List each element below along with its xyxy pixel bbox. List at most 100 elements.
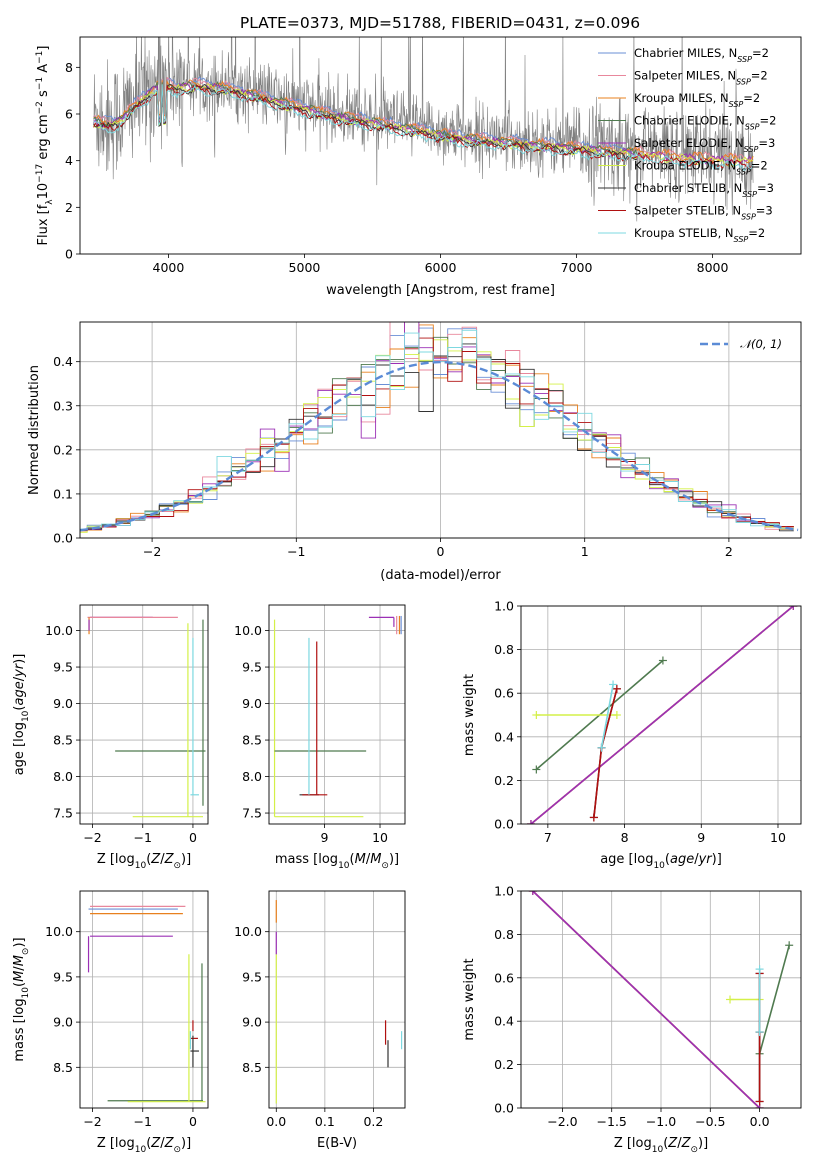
y-axis-label: mass weight xyxy=(462,674,477,756)
x-tick-label: −1 xyxy=(134,1114,152,1129)
axes-frame xyxy=(268,604,406,825)
x-tick-label: 7 xyxy=(544,830,552,845)
chart-spectrum: 4000 5000 6000 7000 8000 0 2 4 6 8 Chabrier MILES,… xyxy=(35,36,802,298)
y-tick-label: 10.0 xyxy=(45,924,73,939)
y-tick-label: 8.5 xyxy=(53,1060,73,1075)
y-tick-label: 8.5 xyxy=(53,733,73,748)
x-axis-label: Z [log10(Z/Z⊙)] xyxy=(97,852,191,871)
y-tick-label: 0.8 xyxy=(494,642,514,657)
y-tick-label: 9.5 xyxy=(242,969,262,984)
x-tick-label: 0.0 xyxy=(750,1114,770,1129)
normal-reference-curve xyxy=(79,360,799,532)
y-tick-label: 0.8 xyxy=(494,927,514,942)
axes-frame xyxy=(79,890,209,1109)
y-tick-label: 0.0 xyxy=(494,1101,514,1116)
y-tick-label: 0.1 xyxy=(53,486,73,501)
y-tick-label: 0.4 xyxy=(53,354,73,369)
y-tick-label: 9.0 xyxy=(53,696,73,711)
y-tick-label: 0.6 xyxy=(494,970,514,985)
weight-line xyxy=(593,688,618,818)
x-tick-label: 10 xyxy=(770,830,786,845)
y-tick-label: 2 xyxy=(65,200,73,215)
histogram-kroupa-stelib xyxy=(80,329,794,530)
x-tick-label: 7000 xyxy=(561,260,593,275)
chart-mass_vs_ebv: 0.0 0.1 0.2 8.5 9.0 9.5 10.0 E(B-V) xyxy=(234,890,406,1151)
x-tick-label: −2 xyxy=(83,830,101,845)
y-axis-label: mass [log10(M/M⊙)] xyxy=(12,937,31,1061)
y-tick-label: 0.2 xyxy=(494,773,514,788)
y-tick-label: 9.5 xyxy=(242,660,262,675)
y-tick-label: 10.0 xyxy=(234,924,262,939)
y-tick-label: 7.5 xyxy=(53,806,73,821)
model-kroupa-elodie xyxy=(93,83,754,167)
axes-frame xyxy=(520,605,802,825)
x-tick-label: 8000 xyxy=(697,260,729,275)
y-tick-label: 0.2 xyxy=(494,1057,514,1072)
x-tick-label: 4000 xyxy=(153,260,185,275)
legend-entry: Kroupa ELODIE, NSSP=2 xyxy=(634,159,768,177)
y-tick-label: 9.5 xyxy=(53,969,73,984)
y-tick-label: 8 xyxy=(65,60,73,75)
legend-entry: Salpeter MILES, NSSP=2 xyxy=(634,69,768,87)
x-tick-label: 0 xyxy=(189,1114,197,1129)
x-tick-label: −1 xyxy=(287,544,305,559)
chart-weight_vs_age: 7 8 9 10 0.0 0.2 0.4 0.6 0.8 1.0 age [log10(age/yr… xyxy=(462,599,802,871)
x-axis-label: wavelength [Angstrom, rest frame] xyxy=(326,283,555,298)
y-tick-label: 8.5 xyxy=(242,1060,262,1075)
legend-entry: Chabrier ELODIE, NSSP=2 xyxy=(634,114,776,132)
y-tick-label: 1.0 xyxy=(494,884,514,899)
legend-entry: Chabrier STELIB, NSSP=3 xyxy=(634,181,774,199)
x-tick-label: −1.0 xyxy=(646,1114,676,1129)
y-axis-label: Flux [fλ10−17 erg cm−2 s−1 A−1] xyxy=(35,46,55,246)
y-tick-label: 0.2 xyxy=(53,442,73,457)
x-axis-label: Z [log10(Z/Z⊙)] xyxy=(97,1136,191,1155)
x-tick-label: −1 xyxy=(134,830,152,845)
y-tick-label: 0.3 xyxy=(53,398,73,413)
x-axis-label: (data-model)/error xyxy=(380,568,501,583)
axes-frame xyxy=(268,890,406,1109)
x-tick-label: 10 xyxy=(372,830,388,845)
y-tick-label: 0 xyxy=(65,247,73,262)
x-tick-label: −2.0 xyxy=(547,1114,577,1129)
y-tick-label: 9.0 xyxy=(53,1015,73,1030)
legend-entry: Kroupa STELIB, NSSP=2 xyxy=(634,226,765,244)
legend-entry: Salpeter ELODIE, NSSP=3 xyxy=(634,136,775,154)
chart-age_vs_z: −2 −1 0 7.5 8.0 8.5 9.0 9.5 10.0 Z [log10(Z/Z⊙)] a… xyxy=(12,604,209,871)
chart-residuals: −2 −1 0 1 2 0.0 0.1 0.2 0.3 0.4 𝒩(0, 1) (data-model… xyxy=(27,321,802,583)
data-spectrum xyxy=(93,37,754,222)
axes-frame xyxy=(79,36,802,255)
chart-mass_vs_z: −2 −1 0 8.5 9.0 9.5 10.0 Z [log10(Z/Z⊙)] mass [l… xyxy=(12,890,209,1155)
legend-entry: Chabrier MILES, NSSP=2 xyxy=(634,46,769,64)
axes-frame xyxy=(520,890,802,1109)
y-tick-label: 7.5 xyxy=(242,806,262,821)
y-tick-label: 0.4 xyxy=(494,1014,514,1029)
y-tick-label: 6 xyxy=(65,107,73,122)
model-salpeter-miles xyxy=(93,76,754,162)
x-tick-label: 0 xyxy=(437,544,445,559)
chart-age_vs_mass: 9 10 7.5 8.0 8.5 9.0 9.5 10.0 mass [log10(M/M⊙)] xyxy=(234,604,406,871)
axes-frame xyxy=(79,604,209,825)
x-tick-label: −0.5 xyxy=(695,1114,725,1129)
x-axis-label: age [log10(age/yr)] xyxy=(600,852,722,871)
y-tick-label: 8.5 xyxy=(242,733,262,748)
chart-weight_vs_z: −2.0 −1.5 −1.0 −0.5 0.0 0.0 0.2 0.4 0.6 0.8 1.0 Z [… xyxy=(462,884,802,1155)
axes-frame xyxy=(79,321,802,539)
y-tick-label: 9.0 xyxy=(242,1015,262,1030)
y-axis-label: mass weight xyxy=(462,958,477,1040)
y-tick-label: 9.0 xyxy=(242,696,262,711)
x-axis-label: Z [log10(Z/Z⊙)] xyxy=(614,1136,708,1155)
legend-entry: Salpeter STELIB, NSSP=3 xyxy=(634,204,773,222)
x-tick-label: 5000 xyxy=(289,260,321,275)
x-tick-label: 0.0 xyxy=(266,1114,286,1129)
legend: Chabrier MILES, NSSP=2 Salpeter MILES, NS… xyxy=(598,46,776,244)
y-tick-label: 1.0 xyxy=(494,599,514,614)
x-axis-label: E(B-V) xyxy=(317,1136,357,1151)
model-kroupa-stelib xyxy=(93,84,754,171)
x-tick-label: 0.2 xyxy=(363,1114,383,1129)
x-tick-label: −1.5 xyxy=(597,1114,627,1129)
y-tick-label: 10.0 xyxy=(234,623,262,638)
x-tick-label: 0.1 xyxy=(315,1114,335,1129)
y-tick-label: 0.0 xyxy=(494,817,514,832)
y-tick-label: 10.0 xyxy=(45,623,73,638)
